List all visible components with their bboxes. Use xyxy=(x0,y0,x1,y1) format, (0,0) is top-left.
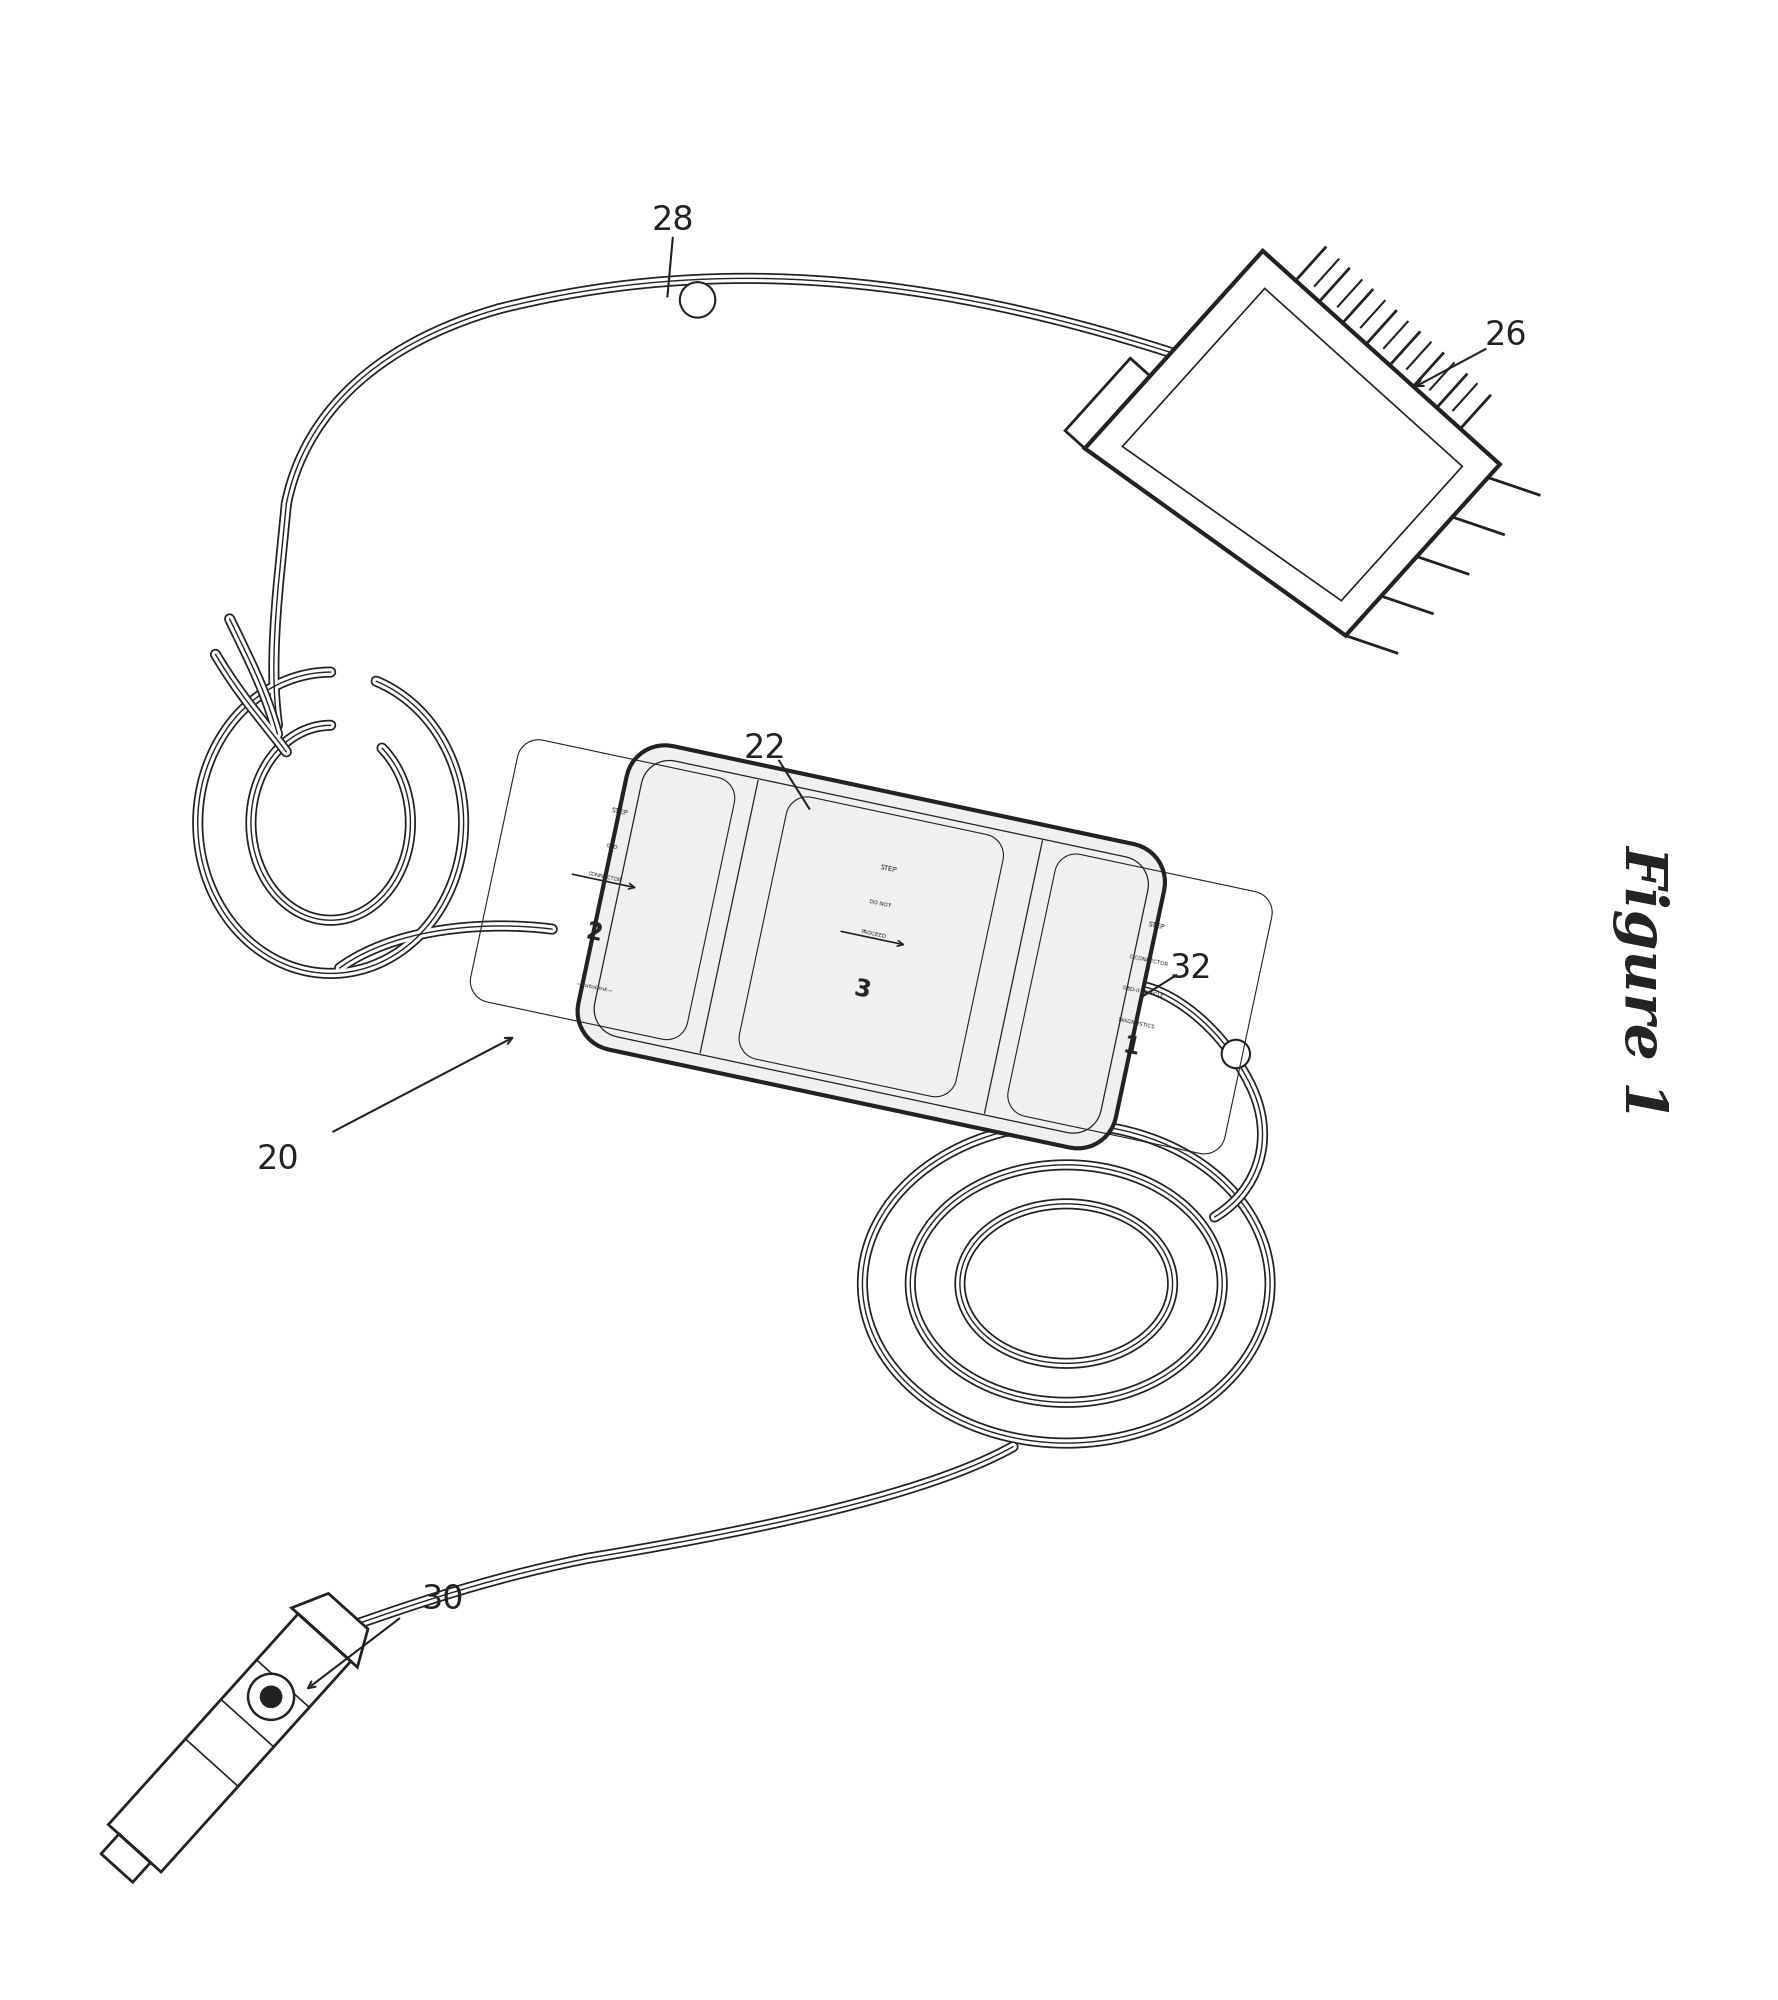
Text: ~AutoLink~: ~AutoLink~ xyxy=(576,982,613,994)
Circle shape xyxy=(1221,1040,1250,1068)
Polygon shape xyxy=(1065,358,1150,448)
Text: C-CONNECTOR: C-CONNECTOR xyxy=(1129,954,1170,968)
Text: STEP: STEP xyxy=(878,864,896,874)
Text: 2: 2 xyxy=(583,920,605,946)
Circle shape xyxy=(260,1686,281,1708)
Text: 1: 1 xyxy=(1120,1034,1141,1060)
Text: STEP: STEP xyxy=(610,806,628,816)
Text: DO NOT: DO NOT xyxy=(869,898,893,908)
Text: 32: 32 xyxy=(1168,952,1211,984)
Circle shape xyxy=(679,282,715,318)
Polygon shape xyxy=(1085,250,1501,636)
Text: Figure 1: Figure 1 xyxy=(1614,844,1671,1120)
Text: PROCEED: PROCEED xyxy=(861,930,887,940)
Text: 26: 26 xyxy=(1485,318,1527,352)
Polygon shape xyxy=(108,1614,350,1872)
Text: 20: 20 xyxy=(256,1144,299,1176)
Text: 28: 28 xyxy=(651,204,693,236)
Polygon shape xyxy=(578,746,1165,1148)
Polygon shape xyxy=(101,1834,151,1882)
Circle shape xyxy=(249,1674,293,1720)
Text: OBD: OBD xyxy=(605,842,619,850)
Text: CONNECTOR: CONNECTOR xyxy=(589,872,622,884)
Text: 30: 30 xyxy=(421,1582,464,1616)
Text: 22: 22 xyxy=(743,732,786,764)
Text: 3: 3 xyxy=(852,976,873,1004)
Text: DIAGNOSTICS: DIAGNOSTICS xyxy=(1117,1016,1156,1030)
Text: STEP: STEP xyxy=(1147,922,1166,930)
Polygon shape xyxy=(292,1594,368,1668)
Text: OBD-II VEHICLE: OBD-II VEHICLE xyxy=(1122,984,1165,998)
